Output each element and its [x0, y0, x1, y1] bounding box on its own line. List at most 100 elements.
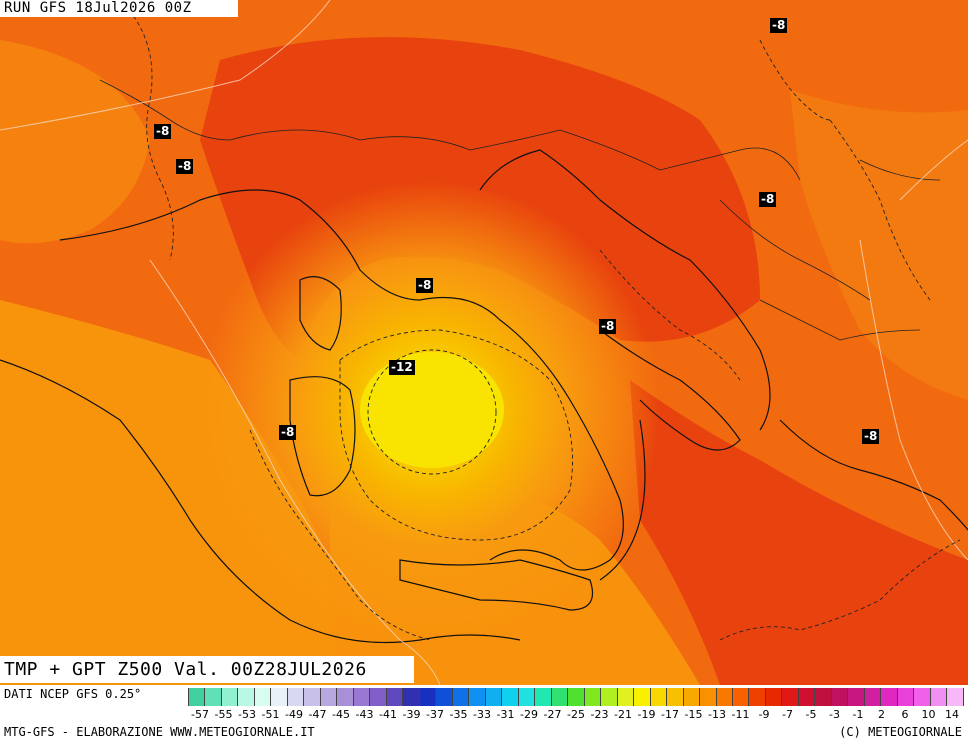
- colorbar-swatch: [782, 688, 799, 706]
- colorbar-tick-label: 2: [878, 708, 885, 721]
- colorbar-tick-label: -19: [637, 708, 656, 721]
- colorbar-swatch: [897, 688, 915, 706]
- colorbar-swatch: [337, 688, 354, 706]
- colorbar-swatch: [551, 688, 569, 706]
- colorbar-tick-label: 10: [921, 708, 936, 721]
- colorbar-tick-label: -31: [496, 708, 515, 721]
- colorbar-tick-label: 6: [901, 708, 909, 721]
- colorbar-swatch: [502, 688, 519, 706]
- colorbar-swatch: [188, 688, 206, 706]
- colorbar-tick-label: -57: [191, 708, 209, 721]
- isotherm-label: -8: [599, 319, 617, 334]
- colorbar-swatch: [485, 688, 503, 706]
- colorbar-swatch: [304, 688, 321, 706]
- cold-core-center: [360, 352, 504, 468]
- colorbar-tick-label: -41: [379, 708, 397, 721]
- colorbar-swatch: [667, 688, 684, 706]
- colorbar-tick-label: -33: [473, 708, 491, 721]
- colorbar-swatch: [700, 688, 717, 706]
- colorbar-swatch: [881, 688, 898, 706]
- colorbar-tick-label: -45: [332, 708, 350, 721]
- colorbar-swatch: [716, 688, 733, 706]
- colorbar-swatch: [765, 688, 783, 706]
- colorbar-tick-label: -37: [426, 708, 444, 721]
- colorbar-swatch: [271, 688, 288, 706]
- colorbar-swatch: [732, 688, 750, 706]
- borders: [99, 79, 941, 341]
- colorbar-tick-label: -25: [567, 708, 585, 721]
- colorbar-tick-label: -47: [308, 708, 327, 721]
- colorbar-swatch: [914, 688, 931, 706]
- data-source-label: DATI NCEP GFS 0.25°: [4, 687, 142, 701]
- colorbar-swatch: [798, 688, 816, 706]
- colorbar-tick-label: -15: [684, 708, 703, 721]
- temperature-field: [0, 0, 968, 685]
- colorbar-swatch: [205, 688, 222, 706]
- colorbar-swatch: [650, 688, 668, 706]
- colorbar-tick-label: -17: [661, 708, 679, 721]
- warm-region-northwest: [0, 40, 150, 244]
- footer-credit: MTG-GFS - ELABORAZIONE WWW.METEOGIORNALE…: [4, 725, 315, 739]
- colorbar-tick-label: -55: [214, 708, 233, 721]
- grid-lines: [0, 0, 968, 685]
- colorbar-tick-label: -9: [758, 708, 770, 721]
- isotherm-label: -8: [416, 278, 434, 293]
- colorbar-swatch: [436, 688, 453, 706]
- isotherm-label: -8: [862, 429, 880, 444]
- colorbar-tick-label: -3: [829, 708, 840, 721]
- colorbar-swatch: [287, 688, 305, 706]
- colorbar-tick-label: -53: [238, 708, 256, 721]
- colorbar-swatch: [584, 688, 602, 706]
- colorbar-swatch: [238, 688, 255, 706]
- colorbar-swatch: [535, 688, 552, 706]
- colorbar-swatch: [848, 688, 865, 706]
- colorbar-tick-label: -7: [782, 708, 793, 721]
- colorbar-tick-label: -29: [520, 708, 538, 721]
- colorbar-swatch: [749, 688, 766, 706]
- colorbar-swatch: [947, 688, 964, 706]
- isotherm-label: -8: [154, 124, 172, 139]
- isotherm-label: -8: [176, 159, 194, 174]
- colorbar-swatch: [518, 688, 536, 706]
- colorbar-tick-label: -21: [614, 708, 632, 721]
- colorbar-swatch: [254, 688, 272, 706]
- colorbar-tick-label: -43: [355, 708, 374, 721]
- colorbar-tick-label: -51: [261, 708, 280, 721]
- colorbar-tick-label: -49: [285, 708, 303, 721]
- isotherm-label: -8: [770, 18, 788, 33]
- product-title: TMP + GPT Z500 Val. 00Z28JUL2026: [0, 656, 414, 683]
- colorbar-swatch: [452, 688, 470, 706]
- colorbar-swatch: [320, 688, 338, 706]
- colorbar-labels: -57 -55 -53 -51 -49 -47 -45 -43 -41 -39 -37 -35 -33-…: [188, 708, 964, 722]
- red-region-southeast: [630, 380, 968, 685]
- colorbar-tick-label: 14: [945, 708, 959, 721]
- colorbar-swatch: [815, 688, 832, 706]
- coastlines: [0, 149, 968, 644]
- isotherms: [119, 0, 961, 641]
- colorbar-swatch: [469, 688, 486, 706]
- colorbar-swatch: [634, 688, 651, 706]
- colorbar-swatch: [353, 688, 371, 706]
- footer-copyright: (C) METEOGIORNALE: [839, 725, 962, 739]
- colorbar-tick-label: -1: [852, 708, 864, 721]
- colorbar-swatch: [386, 688, 404, 706]
- colorbar-swatch: [831, 688, 849, 706]
- colorbar-swatch: [419, 688, 437, 706]
- colorbar-swatch: [617, 688, 635, 706]
- colorbar-swatch: [930, 688, 948, 706]
- colorbar-swatch: [370, 688, 387, 706]
- warm-region-east: [790, 90, 968, 400]
- weather-map: RUN GFS 18Jul2026 00Z -8 -8 -8 -8 -8 -8 …: [0, 0, 968, 685]
- colorbar-tick-label: -35: [449, 708, 468, 721]
- colorbar-tick-label: -11: [731, 708, 750, 721]
- colorbar-swatch: [683, 688, 701, 706]
- colorbar-swatch: [403, 688, 420, 706]
- colorbar-tick-label: -27: [543, 708, 562, 721]
- colorbar-swatch: [601, 688, 618, 706]
- colorbar: [188, 688, 964, 706]
- colorbar-swatch: [221, 688, 239, 706]
- colorbar-tick-label: -13: [708, 708, 726, 721]
- colorbar-tick-label: -5: [805, 708, 817, 721]
- run-label: RUN GFS 18Jul2026 00Z: [0, 0, 238, 17]
- colorbar-swatch: [864, 688, 882, 706]
